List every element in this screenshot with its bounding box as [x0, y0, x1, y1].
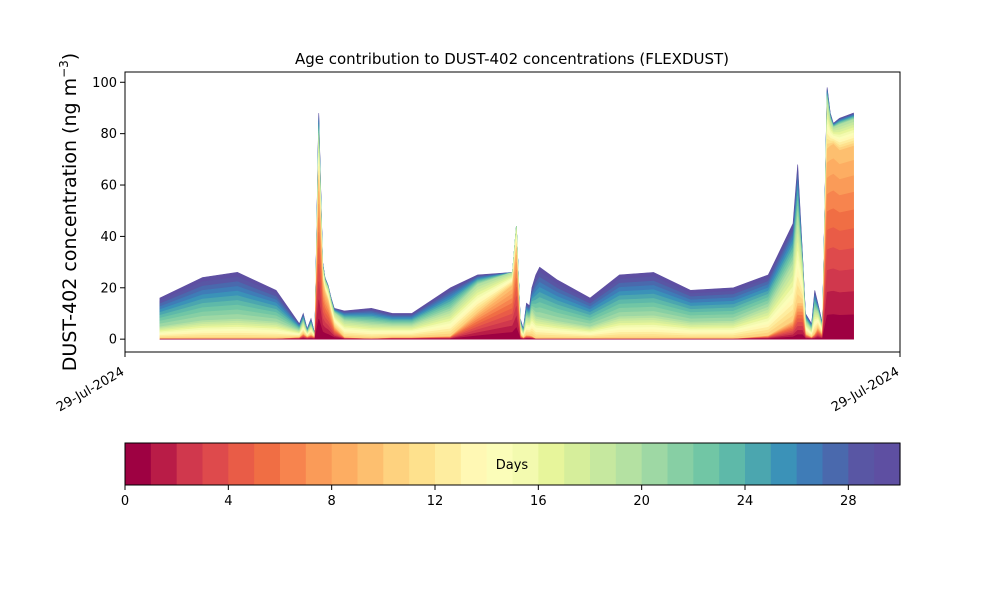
- colorbar-segment: [486, 443, 514, 485]
- colorbar-segment: [228, 443, 255, 485]
- colorbar-segment: [150, 443, 178, 485]
- colorbar-segment: [796, 443, 824, 485]
- svg-text:DUST-402 concentration (ng m−3: DUST-402 concentration (ng m−3): [57, 53, 81, 371]
- y-axis-label-close: ): [59, 53, 81, 60]
- colorbar-segment: [564, 443, 591, 485]
- colorbar-tick-label: 4: [224, 494, 232, 509]
- colorbar-segment: [305, 443, 333, 485]
- y-tick-label: 0: [109, 333, 117, 348]
- colorbar-segment: [254, 443, 281, 485]
- x-axis: 29-Jul-2024 29-Jul-2024: [54, 352, 902, 415]
- colorbar-tick-label: 8: [328, 494, 336, 509]
- colorbar-axis: 0 4 8 12 16 20 24 28: [121, 485, 857, 509]
- colorbar-segment: [719, 443, 746, 485]
- y-tick-label: 20: [100, 281, 117, 296]
- colorbar-segment: [331, 443, 359, 485]
- colorbar-segment: [435, 443, 462, 485]
- colorbar-tick-label: 24: [737, 494, 754, 509]
- age-layer-3: [159, 247, 854, 340]
- colorbar-segment: [538, 443, 565, 485]
- age-layer-2: [159, 268, 854, 340]
- colorbar-tick-label: 0: [121, 494, 129, 509]
- colorbar-tick-label: 28: [840, 494, 857, 509]
- colorbar-tick-label: 20: [633, 494, 650, 509]
- colorbar-segment: [202, 443, 229, 485]
- colorbar: [125, 443, 901, 485]
- colorbar-segment: [176, 443, 204, 485]
- y-tick-label: 40: [100, 230, 117, 245]
- colorbar-segment: [383, 443, 410, 485]
- colorbar-segment: [770, 443, 798, 485]
- colorbar-segment: [615, 443, 643, 485]
- y-axis-label-main: DUST-402 concentration (ng m: [59, 78, 81, 371]
- colorbar-label: Days: [496, 458, 529, 473]
- colorbar-segment: [125, 443, 152, 485]
- y-tick-label: 100: [92, 76, 117, 91]
- colorbar-segment: [460, 443, 488, 485]
- area-layers: [159, 87, 854, 340]
- colorbar-segment: [512, 443, 539, 485]
- colorbar-segment: [848, 443, 875, 485]
- age-layer-0: [159, 314, 854, 340]
- age-layer-1: [159, 290, 854, 340]
- colorbar-tick-label: 16: [530, 494, 547, 509]
- colorbar-frame: [124, 442, 901, 486]
- colorbar-segment: [667, 443, 694, 485]
- colorbar-segment: [357, 443, 384, 485]
- y-tick-label: 80: [100, 127, 117, 142]
- colorbar-segment: [745, 443, 772, 485]
- colorbar-segment: [409, 443, 436, 485]
- colorbar-tick-label: 12: [427, 494, 444, 509]
- colorbar-segment: [641, 443, 669, 485]
- x-tick-label: 29-Jul-2024: [829, 364, 902, 415]
- y-tick-label: 60: [100, 179, 117, 194]
- colorbar-segment: [280, 443, 307, 485]
- chart-title: Age contribution to DUST-402 concentrati…: [295, 50, 729, 68]
- colorbar-segment: [590, 443, 617, 485]
- y-axis: 0 20 40 60 80 100: [92, 76, 125, 348]
- colorbar-segment: [693, 443, 720, 485]
- y-axis-label-sup: −3: [57, 60, 71, 78]
- colorbar-segment: [874, 443, 901, 485]
- y-axis-label: DUST-402 concentration (ng m−3): [57, 53, 81, 371]
- plot-frame: [124, 71, 901, 353]
- colorbar-segment: [822, 443, 849, 485]
